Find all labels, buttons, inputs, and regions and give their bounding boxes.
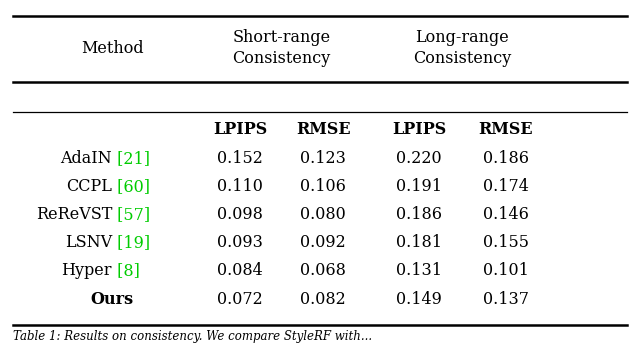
Text: 0.101: 0.101 xyxy=(483,262,529,279)
Text: 0.080: 0.080 xyxy=(300,206,346,223)
Text: LPIPS: LPIPS xyxy=(392,121,446,138)
Text: 0.072: 0.072 xyxy=(217,290,263,308)
Text: 0.152: 0.152 xyxy=(217,150,263,167)
Text: 0.082: 0.082 xyxy=(300,290,346,308)
Text: 0.137: 0.137 xyxy=(483,290,529,308)
Text: 0.068: 0.068 xyxy=(300,262,346,279)
Text: 0.174: 0.174 xyxy=(483,178,529,195)
Text: AdaIN: AdaIN xyxy=(60,150,112,167)
Text: Hyper: Hyper xyxy=(61,262,112,279)
Text: 0.093: 0.093 xyxy=(217,234,263,251)
Text: 0.149: 0.149 xyxy=(396,290,442,308)
Text: [8]: [8] xyxy=(112,262,140,279)
Text: Method: Method xyxy=(81,40,143,57)
Text: Long-range
Consistency: Long-range Consistency xyxy=(413,29,511,67)
Text: 0.092: 0.092 xyxy=(300,234,346,251)
Text: 0.123: 0.123 xyxy=(300,150,346,167)
Text: CCPL: CCPL xyxy=(66,178,112,195)
Text: 0.155: 0.155 xyxy=(483,234,529,251)
Text: Short-range
Consistency: Short-range Consistency xyxy=(232,29,331,67)
Text: 0.098: 0.098 xyxy=(217,206,263,223)
Text: 0.106: 0.106 xyxy=(300,178,346,195)
Text: LPIPS: LPIPS xyxy=(213,121,267,138)
Text: 0.110: 0.110 xyxy=(217,178,263,195)
Text: 0.220: 0.220 xyxy=(396,150,442,167)
Text: [21]: [21] xyxy=(112,150,150,167)
Text: RMSE: RMSE xyxy=(478,121,533,138)
Text: [60]: [60] xyxy=(112,178,150,195)
Text: Ours: Ours xyxy=(90,290,134,308)
Text: 0.131: 0.131 xyxy=(396,262,442,279)
Text: 0.186: 0.186 xyxy=(396,206,442,223)
Text: RMSE: RMSE xyxy=(296,121,351,138)
Text: LSNV: LSNV xyxy=(65,234,112,251)
Text: 0.191: 0.191 xyxy=(396,178,442,195)
Text: [19]: [19] xyxy=(112,234,150,251)
Text: 0.146: 0.146 xyxy=(483,206,529,223)
Text: 0.084: 0.084 xyxy=(217,262,263,279)
Text: Table 1: Results on consistency. We compare StyleRF with...: Table 1: Results on consistency. We comp… xyxy=(13,330,372,343)
Text: [57]: [57] xyxy=(112,206,150,223)
Text: ReReVST: ReReVST xyxy=(36,206,112,223)
Text: 0.186: 0.186 xyxy=(483,150,529,167)
Text: 0.181: 0.181 xyxy=(396,234,442,251)
